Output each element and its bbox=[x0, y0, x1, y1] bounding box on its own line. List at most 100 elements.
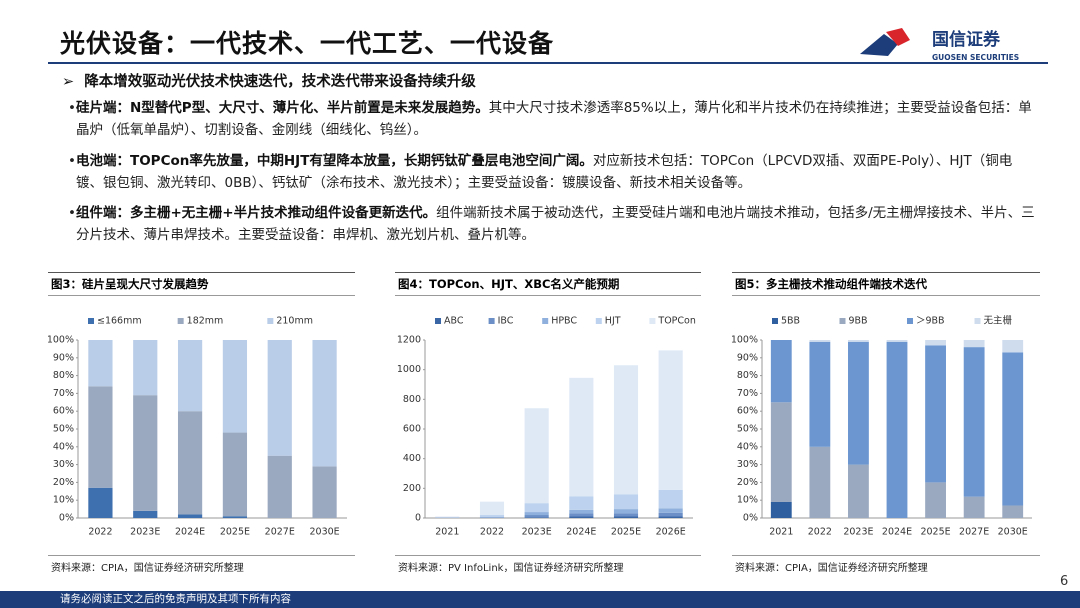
bar-segment bbox=[524, 408, 549, 504]
legend-swatch bbox=[649, 318, 656, 324]
bar-segment bbox=[1002, 340, 1024, 353]
x-tick-label: 2021 bbox=[769, 527, 793, 538]
bar-segment bbox=[524, 512, 549, 516]
y-tick-label: 0 bbox=[415, 513, 421, 524]
bar-segment bbox=[267, 340, 292, 456]
bar-segment bbox=[222, 340, 248, 433]
bar-segment bbox=[569, 513, 594, 517]
bar-segment bbox=[963, 496, 985, 518]
bar-segment bbox=[809, 446, 831, 518]
bar-segment bbox=[613, 516, 639, 518]
y-tick-label: 40% bbox=[737, 441, 758, 452]
x-tick-label: 2030E bbox=[309, 527, 339, 538]
y-tick-label: 1200 bbox=[397, 335, 421, 346]
y-tick-label: 70% bbox=[737, 388, 758, 399]
y-tick-label: 40% bbox=[53, 441, 74, 452]
bar-segment bbox=[809, 341, 831, 447]
bar-segment bbox=[809, 340, 831, 342]
x-tick-label: 2023E bbox=[522, 527, 552, 538]
bullet: 电池端：TOPCon率先放量，中期HJT有望降本放量，长期钙钛矿叠层电池空间广阔… bbox=[68, 150, 1036, 194]
y-tick-label: 1000 bbox=[397, 364, 421, 375]
legend-label: 210mm bbox=[276, 316, 313, 327]
slide-title: 光伏设备：一代技术、一代工艺、一代设备 bbox=[60, 29, 555, 58]
bar-segment bbox=[770, 340, 792, 403]
y-tick-label: 0% bbox=[59, 513, 74, 524]
bar-segment bbox=[133, 510, 158, 518]
legend-label: ABC bbox=[444, 316, 464, 327]
legend-label: TOPCon bbox=[657, 316, 695, 327]
y-tick-label: 50% bbox=[53, 424, 74, 435]
bar-segment bbox=[1002, 352, 1024, 506]
bullet: 硅片端：N型替代P型、大尺寸、薄片化、半片前置是未来发展趋势。其中大尺寸技术渗透… bbox=[68, 97, 1036, 141]
footer: 请务必阅读正文之后的免责声明及其项下所有内容 bbox=[0, 591, 1080, 608]
bar-segment bbox=[658, 516, 683, 518]
legend-swatch bbox=[542, 318, 549, 324]
chart-title: 图5：多主栅技术推动组件端技术迭代 bbox=[732, 272, 1040, 296]
bullet-text: 组件端新技术属于被动迭代，主要受硅片端和电池片端技术推动，包括多/无主栅焊接技术… bbox=[76, 205, 1035, 243]
y-tick-label: 0% bbox=[743, 513, 758, 524]
bar-segment bbox=[925, 340, 946, 346]
chart-source: 资料来源：CPIA，国信证券经济研究所整理 bbox=[732, 555, 1040, 574]
legend-label: 9BB bbox=[849, 316, 868, 327]
bar-segment bbox=[1002, 505, 1024, 518]
bar-segment bbox=[963, 347, 985, 497]
x-tick-label: 2025E bbox=[611, 527, 641, 538]
bar-segment bbox=[925, 482, 946, 518]
legend-swatch bbox=[88, 318, 94, 324]
y-tick-label: 400 bbox=[403, 453, 421, 464]
y-tick-label: 100% bbox=[732, 335, 758, 346]
chart-title: 图3：硅片呈现大尺寸发展趋势 bbox=[48, 272, 355, 296]
x-tick-label: 2027E bbox=[265, 527, 295, 538]
legend-label: 182mm bbox=[187, 316, 224, 327]
x-tick-label: 2023E bbox=[843, 527, 873, 538]
bullet-bold: 电池端：TOPCon率先放量，中期HJT有望降本放量，长期钙钛矿叠层电池空间广阔… bbox=[76, 153, 593, 169]
bar-segment bbox=[848, 340, 869, 342]
bullet-text: 对应新技术包括：TOPCon（LPCVD双插、双面PE-Poly）、HJT（铜电… bbox=[76, 153, 1013, 191]
chart-panel: 图3：硅片呈现大尺寸发展趋势 0% 10% 20% 30% 40% 50% 60% 70% 80%… bbox=[48, 272, 355, 574]
x-tick-label: 2026E bbox=[656, 527, 686, 538]
bar-segment bbox=[267, 455, 292, 518]
x-tick-label: 2027E bbox=[959, 527, 989, 538]
y-tick-label: 10% bbox=[53, 495, 74, 506]
x-tick-label: 2025E bbox=[220, 527, 250, 538]
bar-segment bbox=[88, 487, 113, 518]
x-tick-label: 2024E bbox=[566, 527, 596, 538]
logo-name: 国信证券 bbox=[932, 29, 1001, 50]
bar-segment bbox=[658, 508, 683, 513]
y-tick-label: 30% bbox=[53, 459, 74, 470]
bar-segment bbox=[963, 340, 985, 348]
legend-label: HJT bbox=[605, 316, 621, 327]
y-tick-label: 10% bbox=[737, 495, 758, 506]
bar-segment bbox=[222, 516, 248, 518]
bar-segment bbox=[88, 386, 113, 488]
legend-label: ＞9BB bbox=[916, 316, 945, 327]
bar-segment bbox=[177, 514, 203, 518]
chart-title: 图4：TOPCon、HJT、XBC名义产能预期 bbox=[395, 272, 701, 296]
legend-swatch bbox=[435, 318, 441, 324]
subtitle-text: 降本增效驱动光伏技术快速迭代，技术迭代带来设备持续升级 bbox=[84, 74, 476, 90]
bar-segment bbox=[479, 517, 505, 518]
bar-segment bbox=[886, 341, 908, 518]
legend-swatch bbox=[839, 318, 846, 324]
x-tick-label: 2030E bbox=[998, 527, 1028, 538]
chart-source: 资料来源：PV InfoLink，国信证券经济研究所整理 bbox=[395, 555, 701, 574]
bullet-bold: 硅片端：N型替代P型、大尺寸、薄片化、半片前置是未来发展趋势。 bbox=[76, 100, 489, 116]
bar-segment bbox=[524, 515, 549, 518]
bar-segment bbox=[133, 340, 158, 396]
bar-segment bbox=[177, 340, 203, 412]
y-tick-label: 60% bbox=[737, 406, 758, 417]
bullet: 组件端：多主栅+无主栅+半片技术推动组件设备更新迭代。组件端新技术属于被动迭代，… bbox=[68, 202, 1036, 246]
bar-segment bbox=[222, 432, 248, 517]
bar-segment bbox=[658, 512, 683, 517]
x-tick-label: 2022 bbox=[88, 527, 112, 538]
chart-panel: 图4：TOPCon、HJT、XBC名义产能预期 0 200 400 600 800 1000… bbox=[395, 272, 701, 574]
legend-label: IBC bbox=[498, 316, 514, 327]
bar-segment bbox=[479, 515, 505, 518]
chart: 0% 10% 20% 30% 40% 50% 60% 70% 80% 90% 100% ≤166mm 1… bbox=[48, 316, 347, 538]
chart-panel: 图5：多主栅技术推动组件端技术迭代 0% 10% 20% 30% 40% 50% 60% 70%… bbox=[732, 272, 1040, 574]
bar-segment bbox=[658, 350, 683, 490]
bar-segment bbox=[613, 494, 639, 510]
chart-source: 资料来源：CPIA，国信证券经济研究所整理 bbox=[48, 555, 355, 574]
y-tick-label: 600 bbox=[403, 424, 421, 435]
